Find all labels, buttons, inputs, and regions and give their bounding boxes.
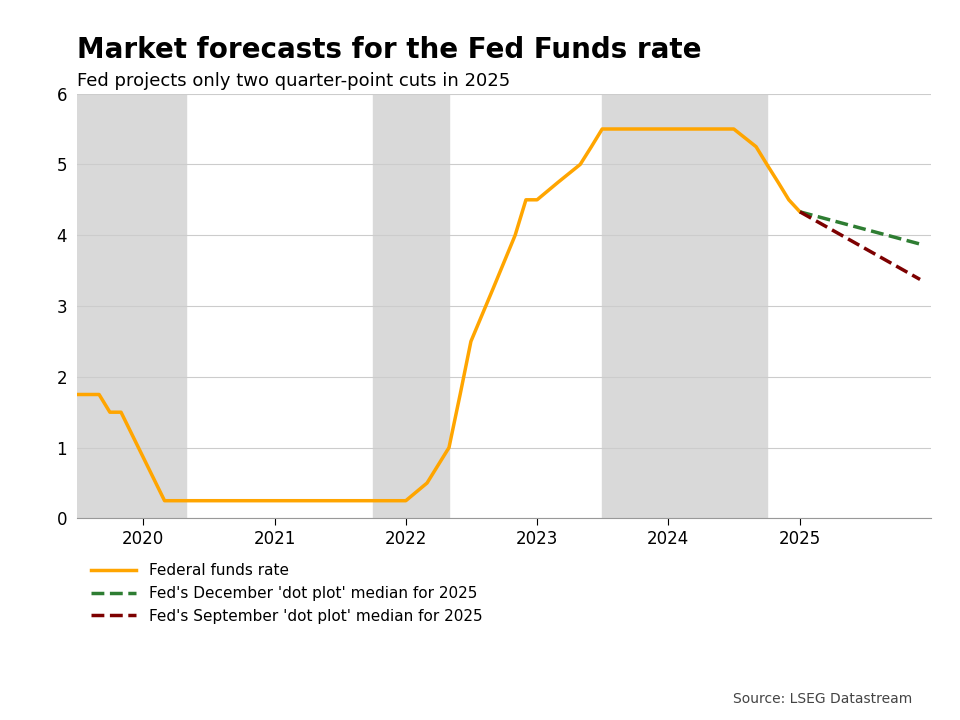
Text: Fed projects only two quarter-point cuts in 2025: Fed projects only two quarter-point cuts… xyxy=(77,72,510,90)
Text: Source: LSEG Datastream: Source: LSEG Datastream xyxy=(732,692,912,706)
Text: Market forecasts for the Fed Funds rate: Market forecasts for the Fed Funds rate xyxy=(77,36,702,64)
Bar xyxy=(77,94,186,518)
Bar xyxy=(602,94,767,518)
Legend: Federal funds rate, Fed's December 'dot plot' median for 2025, Fed's September ': Federal funds rate, Fed's December 'dot … xyxy=(84,557,489,630)
Bar xyxy=(372,94,449,518)
